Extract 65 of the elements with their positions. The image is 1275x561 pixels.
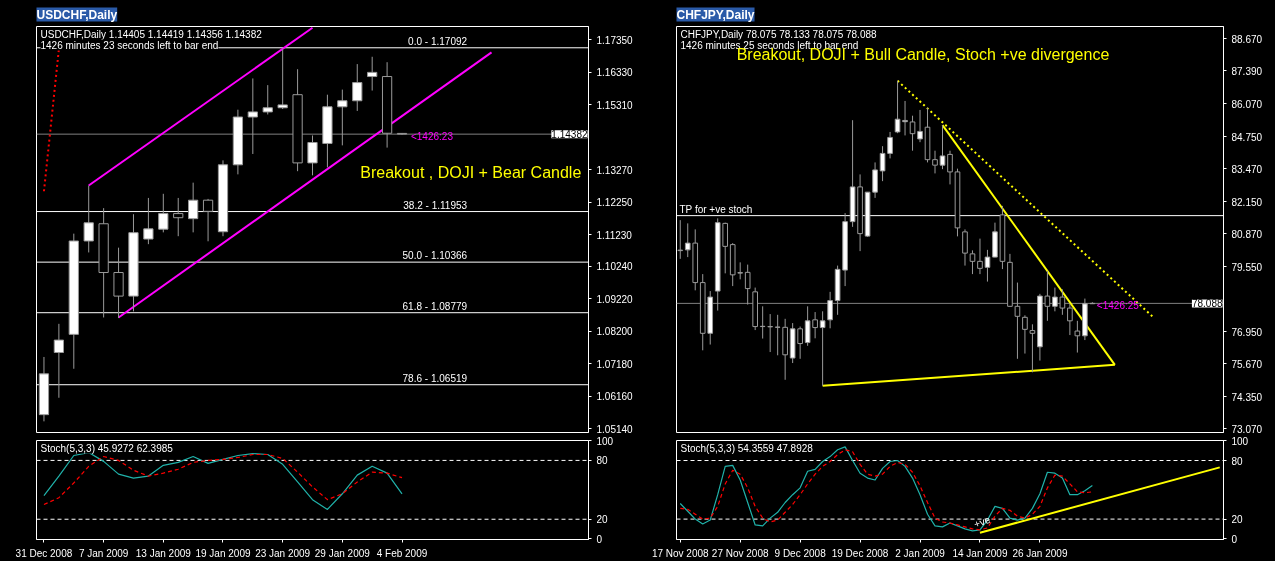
chart-title: USDCHF,Daily — [36, 7, 118, 22]
y-tick-label: 20 — [596, 514, 609, 526]
annotation: 78.6 - 1.06519 — [402, 372, 468, 384]
y-tick-label: 1.12250 — [596, 197, 634, 209]
annotation: 0.0 - 1.17092 — [408, 35, 468, 47]
x-tick-label: 9 Dec 2008 — [774, 547, 827, 559]
x-tick-label: 19 Dec 2008 — [831, 547, 889, 559]
x-tick-label: 17 Nov 2008 — [651, 547, 710, 559]
ref-line-label: 78.088 — [1191, 298, 1223, 310]
x-tick-label: 31 Dec 2008 — [15, 547, 73, 559]
x-tick-label: 23 Jan 2009 — [255, 547, 311, 559]
y-tick-label: 1.05140 — [596, 423, 634, 435]
annotation: TP for +ve stoch — [679, 203, 753, 215]
annotation: 1426 minutes 23 seconds left to bar end — [40, 39, 219, 51]
x-tick-label: 4 Feb 2009 — [376, 547, 428, 559]
y-tick-label: 20 — [1231, 514, 1244, 526]
x-tick-label: 14 Jan 2009 — [952, 547, 1008, 559]
y-tick-label: 1.07180 — [596, 358, 634, 370]
y-tick-label: 79.550 — [1231, 261, 1263, 273]
y-tick-label: 80.870 — [1231, 228, 1263, 240]
y-tick-label: 1.16330 — [596, 67, 634, 79]
y-tick-label: 80 — [596, 455, 609, 467]
y-tick-label: 1.10240 — [596, 261, 634, 273]
y-tick-label: 1.06160 — [596, 391, 634, 403]
y-tick-label: 100 — [1231, 435, 1249, 447]
y-tick-label: 74.350 — [1231, 391, 1263, 403]
y-tick-label: 1.15310 — [596, 99, 634, 111]
y-tick-label: 83.470 — [1231, 163, 1263, 175]
annotation: Stoch(5,3,3) 54.3559 47.8928 — [680, 442, 814, 454]
annotation: Stoch(5,3,3) 45.9272 62.3985 — [40, 442, 174, 454]
annotation: 61.8 - 1.08779 — [402, 300, 468, 312]
y-tick-label: 76.950 — [1231, 326, 1263, 338]
y-tick-label: 1.13270 — [596, 164, 634, 176]
y-tick-label: 86.070 — [1231, 98, 1263, 110]
y-tick-label: 0 — [1231, 533, 1238, 545]
y-tick-label: 100 — [596, 435, 614, 447]
annotation: <1426:23 — [410, 130, 454, 142]
y-tick-label: 84.750 — [1231, 131, 1263, 143]
y-tick-label: 75.670 — [1231, 358, 1263, 370]
y-tick-label: 1.09220 — [596, 293, 634, 305]
x-tick-label: 27 Nov 2008 — [711, 547, 769, 559]
annotation: 50.0 - 1.10366 — [402, 250, 468, 262]
x-tick-label: 7 Jan 2009 — [78, 547, 129, 559]
annotation: +ve — [972, 513, 993, 530]
chart-title: CHFJPY,Daily — [676, 7, 755, 22]
y-tick-label: 88.670 — [1231, 33, 1263, 45]
ref-line-label: 1.14382 — [551, 129, 588, 141]
x-tick-label: 26 Jan 2009 — [1012, 547, 1068, 559]
y-tick-label: 1.08200 — [596, 326, 634, 338]
y-tick-label: 80 — [1231, 455, 1244, 467]
x-tick-label: 19 Jan 2009 — [195, 547, 251, 559]
annotation: CHFJPY,Daily 78.075 78.133 78.075 78.088 — [680, 28, 877, 40]
annotation: USDCHF,Daily 1.14405 1.14419 1.14356 1.14382 — [40, 28, 263, 40]
annotation: 38.2 - 1.11953 — [403, 199, 468, 211]
y-tick-label: 87.390 — [1231, 65, 1263, 77]
annotation: Breakout , DOJI + Bear Candle — [360, 164, 582, 182]
x-tick-label: 29 Jan 2009 — [314, 547, 371, 559]
annotation: <1426:25 — [1096, 300, 1140, 312]
x-tick-label: 13 Jan 2009 — [135, 547, 192, 559]
y-tick-label: 1.17350 — [596, 34, 634, 46]
x-tick-label: 2 Jan 2009 — [895, 547, 946, 559]
y-tick-label: 0 — [596, 533, 603, 545]
y-tick-label: 1.11230 — [596, 229, 633, 241]
y-tick-label: 73.070 — [1231, 423, 1263, 435]
y-tick-label: 82.150 — [1231, 196, 1263, 208]
